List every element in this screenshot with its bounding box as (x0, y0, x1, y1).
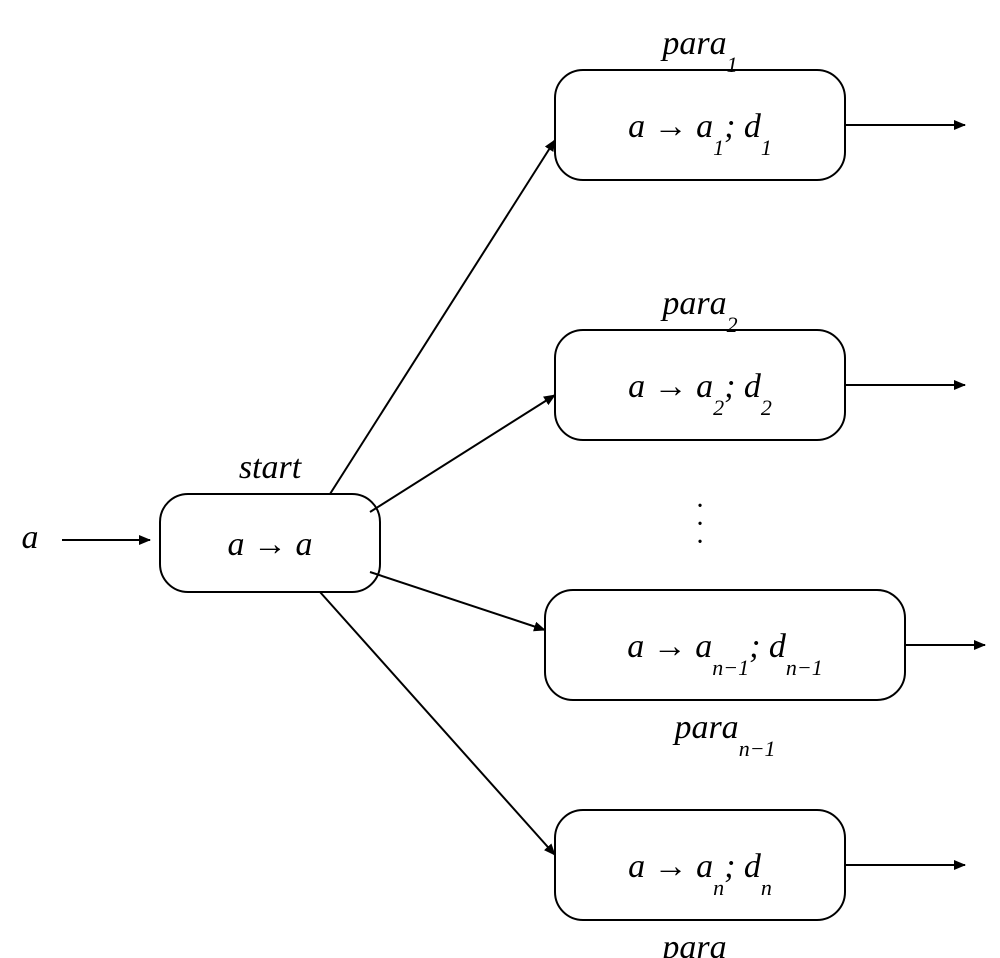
start-node-label: start (239, 449, 303, 486)
para-node-2 (545, 590, 905, 700)
para-node-label-3: paran (660, 929, 737, 958)
para-node-content-0: a → a1; d1 (628, 108, 772, 160)
arrow-start-to-para-1 (370, 395, 555, 512)
para-node-content-3: a → an; dn (628, 848, 772, 900)
para-node-content-1: a → a2; d2 (628, 368, 772, 420)
arrow-start-to-para-3 (320, 592, 555, 855)
vertical-ellipsis: ··· (695, 491, 704, 558)
input-label: a (22, 519, 39, 556)
start-node-content: a → a (228, 526, 313, 563)
arrow-start-to-para-0 (330, 140, 555, 494)
para-node-label-1: para2 (660, 285, 737, 337)
flowchart-diagram: a start a → a para1 a → a1; d1 para2 a → a2; d… (22, 25, 986, 958)
arrow-start-to-para-2 (370, 572, 545, 630)
para-node-label-2: paran−1 (672, 709, 775, 761)
para-node-content-2: a → an−1; dn−1 (627, 628, 823, 680)
para-node-label-0: para1 (660, 25, 737, 77)
